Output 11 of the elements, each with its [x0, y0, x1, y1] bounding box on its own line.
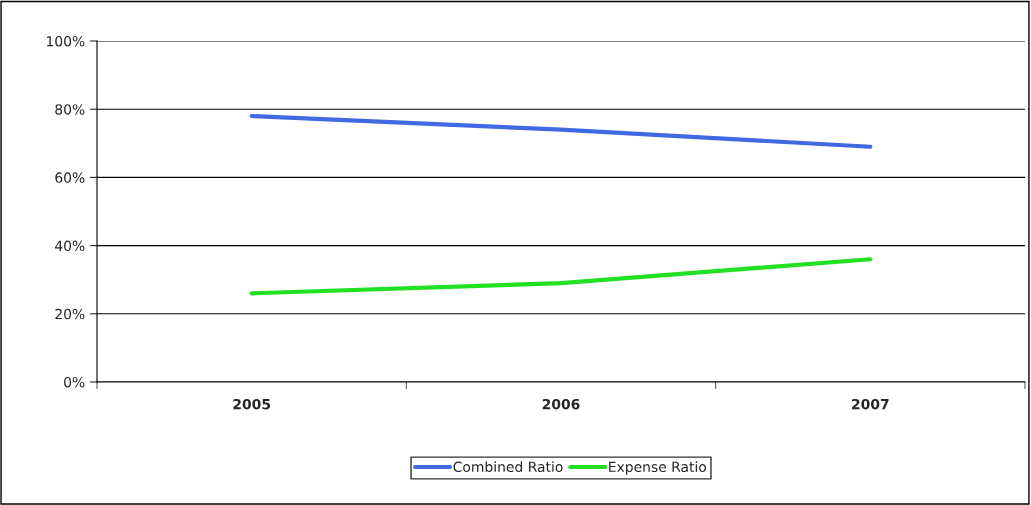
- y-tick-label: 20%: [55, 308, 85, 320]
- x-tick-label: 2005: [233, 398, 271, 410]
- y-tick-label: 0%: [64, 376, 85, 388]
- legend-label: Combined Ratio: [453, 461, 563, 473]
- y-tick-label: 60%: [55, 172, 85, 183]
- legend-label: Expense Ratio: [609, 461, 707, 475]
- y-tick-label: 100%: [47, 35, 85, 47]
- x-tick-label: 2006: [542, 398, 580, 410]
- y-tick-label: 80%: [55, 104, 85, 115]
- x-tick-label: 2007: [852, 398, 889, 410]
- y-tick-label: 40%: [55, 240, 85, 252]
